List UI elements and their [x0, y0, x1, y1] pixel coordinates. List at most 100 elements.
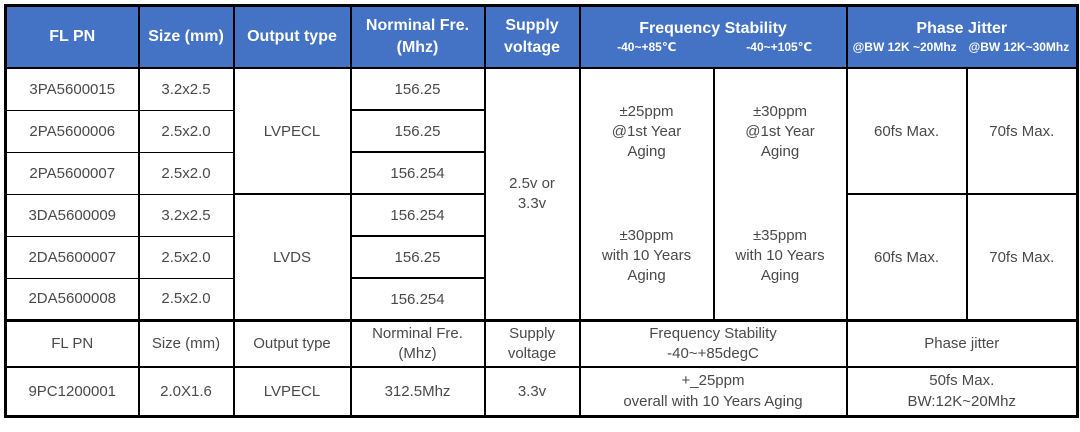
cell-part-number: 2DA5600007 [4, 235, 140, 279]
jitter-line: BW:12K~20Mhz [907, 392, 1017, 410]
group-subheaders: -40~+85℃ -40~+105℃ [582, 40, 845, 55]
cell-supply-voltage: 3.3v [483, 366, 581, 418]
cell-size: 2.0X1.6 [137, 366, 235, 418]
cell-part-number: 2PA5600006 [4, 109, 140, 153]
stability-block-1st-year: ±30ppm @1st Year Aging [716, 70, 845, 194]
supply-line: 2.5v or [509, 174, 555, 192]
sec-header-line: Norminal Fre. [372, 324, 463, 342]
table-row: 2DA5600007 2.5x2.0 156.25 [4, 235, 1078, 279]
sec-header-line: voltage [507, 345, 557, 362]
sec-header-line: Frequency Stability [649, 324, 777, 342]
cell-phase-jitter: 50fs Max. BW:12K~20Mhz [845, 366, 1079, 418]
secondary-header-row: FL PN Size (mm) Output type Norminal Fre… [4, 319, 1079, 368]
col-header-size: Size (mm) [137, 4, 235, 69]
header-label-line: voltage [503, 39, 560, 56]
header-label-line: Supply [505, 17, 559, 35]
sec-header-output-type: Output type [232, 319, 352, 368]
stability-85c-content: ±25ppm @1st Year Aging ±30ppm with 10 Ye… [582, 70, 712, 318]
cell-size: 3.2x2.5 [137, 67, 235, 111]
cell-output-type-lvpecl: LVPECL [232, 67, 352, 195]
col-header-fl-pn: FL PN [4, 4, 140, 69]
supply-line: 3.3v [517, 195, 547, 212]
spec-table: FL PN Size (mm) Output type Norminal Fre… [4, 4, 1080, 418]
stability-line: @1st Year [611, 123, 682, 141]
header-label: Size (mm) [148, 28, 224, 45]
table-row: 2DA5600008 2.5x2.0 156.254 [4, 277, 1078, 322]
table-row: 9PC1200001 2.0X1.6 LVPECL 312.5Mhz 3.3v … [4, 366, 1079, 418]
stability-line: Aging [760, 266, 800, 284]
sec-header-size: Size (mm) [137, 319, 235, 368]
cell-output-type: LVPECL [232, 366, 352, 418]
sec-header-line: Supply [509, 324, 555, 342]
table-row: 3PA5600015 3.2x2.5 LVPECL 156.25 2.5v or… [4, 67, 1079, 322]
cell-frequency: 156.25 [349, 235, 486, 279]
cell-output-type-lvds: LVDS [232, 193, 352, 322]
stability-line: ±35ppm [752, 227, 808, 245]
col-header-nominal-frequency: Norminal Fre. (Mhz) [349, 4, 486, 69]
header-row: FL PN Size (mm) Output type Norminal Fre… [4, 4, 1079, 69]
cell-size: 3.2x2.5 [137, 193, 235, 237]
cell-part-number: 3DA5600009 [4, 193, 140, 237]
stability-line: ±25ppm [619, 103, 674, 121]
cell-part-number: 2DA5600008 [4, 277, 140, 321]
cell-frequency: 156.254 [349, 151, 486, 195]
table-row: 2PA5600006 2.5x2.0 156.25 [4, 109, 1078, 153]
cell-part-number: 3PA5600015 [4, 67, 140, 111]
group-subheaders: @BW 12K ~20Mhz @BW 12K~30Mhz [849, 40, 1076, 55]
cell-stability-overall: +_25ppm overall with 10 Years Aging [578, 366, 848, 418]
col-header-frequency-stability: Frequency Stability -40~+85℃ -40~+105℃ [578, 4, 848, 69]
sec-header-nominal-frequency: Norminal Fre. (Mhz) [349, 319, 486, 368]
stability-line: ±30ppm [619, 227, 674, 245]
cell-frequency: 156.25 [349, 67, 486, 111]
sec-header-line: (Mhz) [398, 345, 437, 362]
stability-line: Aging [627, 266, 666, 284]
cell-jitter-30mhz: 70fs Max. [965, 67, 1079, 195]
sec-header-line: -40~+85degC [667, 345, 759, 362]
cell-stability-105c: ±30ppm @1st Year Aging ±35ppm with 10 Ye… [712, 67, 848, 322]
col-header-phase-jitter: Phase Jitter @BW 12K ~20Mhz @BW 12K~30Mh… [845, 4, 1079, 69]
cell-part-number: 9PC1200001 [4, 366, 140, 418]
stability-block-1st-year: ±25ppm @1st Year Aging [582, 70, 712, 194]
cell-size: 2.5x2.0 [137, 151, 235, 195]
sec-header-fl-pn: FL PN [4, 319, 140, 368]
cell-frequency: 156.254 [349, 193, 486, 237]
header-label-line: (Mhz) [396, 39, 439, 56]
col-header-supply-voltage: Supply voltage [483, 4, 581, 69]
col-subheader-minus40-105c: -40~+105℃ [746, 40, 813, 54]
cell-supply-voltage: 2.5v or 3.3v [483, 67, 581, 322]
header-label-line: Norminal Fre. [365, 17, 470, 35]
stability-line: ±30ppm [752, 103, 808, 121]
col-subheader-bw-12k-20mhz: @BW 12K ~20Mhz [852, 40, 957, 54]
cell-size: 2.5x2.0 [137, 109, 235, 153]
stability-line: overall with 10 Years Aging [623, 392, 803, 410]
cell-frequency: 156.254 [349, 277, 486, 322]
header-label: Output type [247, 28, 337, 45]
cell-frequency: 156.25 [349, 109, 486, 153]
header-label: FL PN [49, 28, 96, 45]
group-header-title: Frequency Stability [639, 20, 787, 37]
cell-part-number: 2PA5600007 [4, 151, 140, 195]
stability-line: Aging [760, 142, 800, 160]
stability-line: Aging [627, 142, 666, 160]
cell-size: 2.5x2.0 [137, 235, 235, 279]
cell-frequency: 312.5Mhz [349, 366, 486, 418]
col-subheader-bw-12k-30mhz: @BW 12K~30Mhz [968, 40, 1070, 54]
stability-block-10-years: ±30ppm with 10 Years Aging [582, 194, 712, 318]
table-row: 2PA5600007 2.5x2.0 156.254 [4, 151, 1078, 195]
jitter-line: 50fs Max. [929, 372, 995, 390]
cell-jitter-30mhz: 70fs Max. [965, 193, 1079, 322]
stability-line: @1st Year [745, 123, 815, 141]
cell-stability-85c: ±25ppm @1st Year Aging ±30ppm with 10 Ye… [578, 67, 715, 322]
cell-jitter-20mhz: 60fs Max. [845, 193, 968, 322]
stability-105c-content: ±30ppm @1st Year Aging ±35ppm with 10 Ye… [716, 70, 845, 318]
sec-header-phase-jitter: Phase jitter [845, 319, 1079, 368]
stability-line: with 10 Years [601, 247, 692, 265]
stability-block-10-years: ±35ppm with 10 Years Aging [716, 194, 845, 318]
col-subheader-minus40-85c: -40~+85℃ [617, 40, 677, 54]
sec-header-supply-voltage: Supply voltage [483, 319, 581, 368]
cell-jitter-20mhz: 60fs Max. [845, 67, 968, 195]
sec-header-frequency-stability: Frequency Stability -40~+85degC [578, 319, 848, 368]
stability-line: with 10 Years [735, 247, 825, 265]
stability-line: +_25ppm [681, 372, 745, 390]
col-header-output-type: Output type [232, 4, 352, 69]
